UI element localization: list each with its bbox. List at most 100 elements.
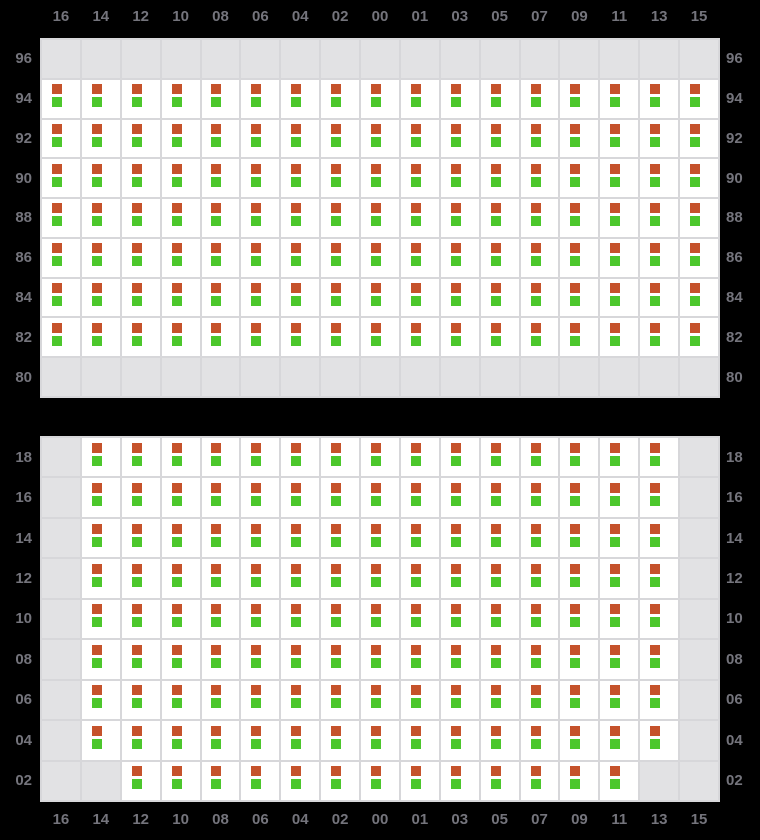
- grid-cell[interactable]: [361, 721, 399, 760]
- grid-cell[interactable]: [201, 199, 240, 237]
- grid-cell[interactable]: [480, 518, 519, 558]
- grid-cell[interactable]: [600, 640, 639, 679]
- grid-cell[interactable]: [560, 680, 599, 720]
- grid-cell[interactable]: [640, 559, 679, 598]
- grid-cell[interactable]: [640, 478, 679, 517]
- grid-cell[interactable]: [321, 599, 360, 639]
- grid-cell[interactable]: [560, 438, 599, 477]
- grid-cell[interactable]: [161, 79, 200, 118]
- grid-cell[interactable]: [400, 438, 439, 477]
- grid-cell[interactable]: [81, 680, 120, 720]
- grid-cell[interactable]: [161, 518, 200, 558]
- grid-cell[interactable]: [480, 761, 519, 800]
- grid-cell[interactable]: [400, 599, 439, 639]
- grid-cell[interactable]: [201, 159, 240, 198]
- grid-cell[interactable]: [480, 721, 519, 760]
- grid-cell[interactable]: [400, 721, 439, 760]
- grid-cell[interactable]: [281, 238, 320, 277]
- grid-cell[interactable]: [400, 119, 439, 158]
- grid-cell[interactable]: [560, 721, 599, 760]
- grid-cell[interactable]: [241, 721, 280, 760]
- grid-cell[interactable]: [600, 721, 639, 760]
- grid-cell[interactable]: [241, 599, 280, 639]
- grid-cell[interactable]: [680, 278, 718, 317]
- grid-cell[interactable]: [361, 318, 399, 357]
- grid-cell[interactable]: [361, 278, 399, 317]
- grid-cell[interactable]: [281, 318, 320, 357]
- grid-cell[interactable]: [81, 79, 120, 118]
- grid-cell[interactable]: [520, 518, 559, 558]
- grid-cell[interactable]: [600, 278, 639, 317]
- grid-cell[interactable]: [640, 159, 679, 198]
- grid-cell[interactable]: [161, 640, 200, 679]
- grid-cell[interactable]: [81, 478, 120, 517]
- grid-cell[interactable]: [321, 318, 360, 357]
- grid-cell[interactable]: [361, 680, 399, 720]
- grid-cell[interactable]: [121, 761, 160, 800]
- grid-cell[interactable]: [201, 79, 240, 118]
- grid-cell[interactable]: [440, 559, 479, 598]
- grid-cell[interactable]: [640, 721, 679, 760]
- grid-cell[interactable]: [361, 238, 399, 277]
- grid-cell[interactable]: [480, 79, 519, 118]
- grid-cell[interactable]: [201, 721, 240, 760]
- grid-cell[interactable]: [281, 680, 320, 720]
- grid-cell[interactable]: [560, 159, 599, 198]
- grid-cell[interactable]: [161, 721, 200, 760]
- grid-cell[interactable]: [201, 119, 240, 158]
- grid-cell[interactable]: [81, 159, 120, 198]
- grid-cell[interactable]: [361, 559, 399, 598]
- grid-cell[interactable]: [121, 119, 160, 158]
- grid-cell[interactable]: [520, 599, 559, 639]
- grid-cell[interactable]: [520, 438, 559, 477]
- grid-cell[interactable]: [480, 599, 519, 639]
- grid-cell[interactable]: [241, 238, 280, 277]
- grid-cell[interactable]: [480, 119, 519, 158]
- grid-cell[interactable]: [201, 640, 240, 679]
- grid-cell[interactable]: [121, 238, 160, 277]
- grid-cell[interactable]: [121, 599, 160, 639]
- grid-cell[interactable]: [81, 238, 120, 277]
- grid-cell[interactable]: [400, 680, 439, 720]
- grid-cell[interactable]: [560, 199, 599, 237]
- grid-cell[interactable]: [440, 640, 479, 679]
- grid-cell[interactable]: [42, 238, 80, 277]
- grid-cell[interactable]: [560, 318, 599, 357]
- grid-cell[interactable]: [640, 640, 679, 679]
- grid-cell[interactable]: [121, 318, 160, 357]
- grid-cell[interactable]: [201, 438, 240, 477]
- grid-cell[interactable]: [161, 680, 200, 720]
- grid-cell[interactable]: [640, 119, 679, 158]
- grid-cell[interactable]: [241, 119, 280, 158]
- grid-cell[interactable]: [161, 599, 200, 639]
- grid-cell[interactable]: [321, 761, 360, 800]
- grid-cell[interactable]: [640, 238, 679, 277]
- grid-cell[interactable]: [520, 159, 559, 198]
- grid-cell[interactable]: [42, 199, 80, 237]
- grid-cell[interactable]: [600, 559, 639, 598]
- grid-cell[interactable]: [520, 278, 559, 317]
- grid-cell[interactable]: [400, 318, 439, 357]
- grid-cell[interactable]: [400, 478, 439, 517]
- grid-cell[interactable]: [480, 278, 519, 317]
- grid-cell[interactable]: [480, 478, 519, 517]
- grid-cell[interactable]: [241, 199, 280, 237]
- grid-cell[interactable]: [400, 518, 439, 558]
- grid-cell[interactable]: [520, 79, 559, 118]
- grid-cell[interactable]: [281, 518, 320, 558]
- grid-cell[interactable]: [480, 640, 519, 679]
- grid-cell[interactable]: [281, 721, 320, 760]
- grid-cell[interactable]: [81, 438, 120, 477]
- grid-cell[interactable]: [121, 79, 160, 118]
- grid-cell[interactable]: [42, 119, 80, 158]
- grid-cell[interactable]: [121, 721, 160, 760]
- grid-cell[interactable]: [680, 159, 718, 198]
- grid-cell[interactable]: [241, 478, 280, 517]
- grid-cell[interactable]: [81, 559, 120, 598]
- grid-cell[interactable]: [440, 680, 479, 720]
- grid-cell[interactable]: [400, 238, 439, 277]
- grid-cell[interactable]: [81, 599, 120, 639]
- grid-cell[interactable]: [600, 599, 639, 639]
- grid-cell[interactable]: [241, 278, 280, 317]
- grid-cell[interactable]: [520, 478, 559, 517]
